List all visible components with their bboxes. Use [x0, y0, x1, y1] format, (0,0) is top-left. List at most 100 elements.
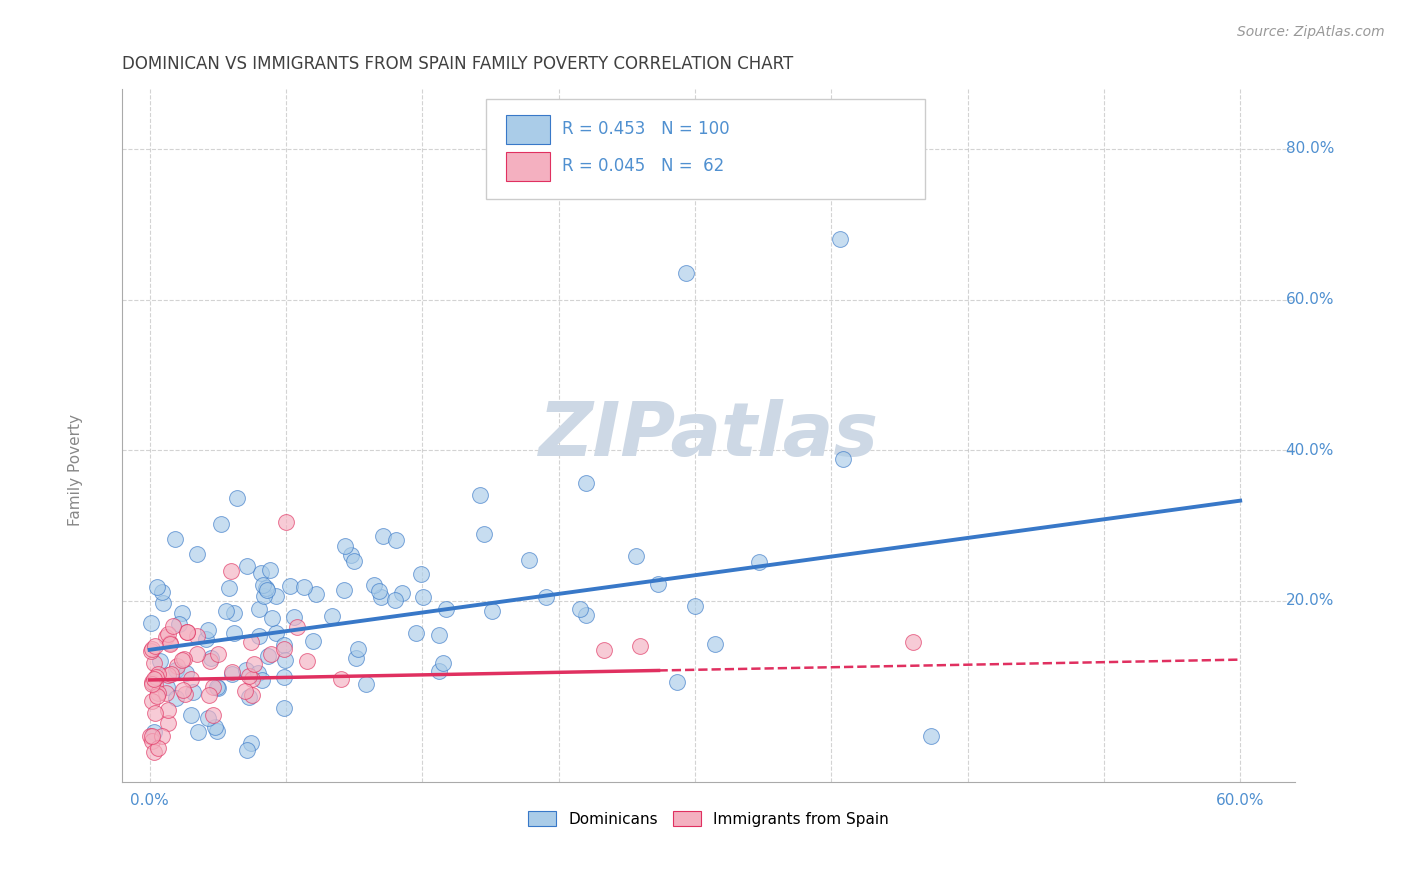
- Point: [373, 529, 395, 543]
- Point: [368, 584, 391, 599]
- Point: [246, 666, 269, 681]
- Point: [205, 723, 228, 738]
- Point: [174, 687, 197, 701]
- Point: [434, 602, 457, 616]
- Text: ZIPatlas: ZIPatlas: [538, 399, 879, 472]
- Point: [593, 643, 616, 657]
- Point: [146, 580, 169, 594]
- Point: [174, 665, 197, 680]
- Text: R = 0.045   N =  62: R = 0.045 N = 62: [562, 156, 724, 175]
- Point: [165, 663, 187, 677]
- Point: [143, 745, 166, 759]
- Point: [264, 589, 287, 603]
- Point: [262, 611, 284, 625]
- Point: [221, 665, 243, 679]
- Point: [186, 547, 208, 561]
- Point: [198, 654, 221, 668]
- Point: [146, 686, 169, 700]
- Point: [204, 720, 226, 734]
- Point: [150, 585, 173, 599]
- Point: [195, 632, 218, 646]
- Point: [239, 635, 262, 649]
- Point: [481, 604, 503, 618]
- Point: [256, 648, 278, 663]
- Point: [143, 639, 166, 653]
- Point: [172, 606, 194, 620]
- Point: [247, 629, 270, 643]
- Point: [165, 691, 187, 706]
- Point: [156, 668, 179, 682]
- Point: [675, 266, 697, 280]
- Point: [665, 675, 688, 690]
- Point: [273, 638, 295, 652]
- Point: [187, 725, 209, 739]
- Point: [186, 648, 208, 662]
- Point: [143, 677, 166, 691]
- Point: [321, 608, 343, 623]
- Point: [333, 582, 356, 597]
- Point: [278, 579, 301, 593]
- Point: [354, 677, 377, 691]
- Point: [575, 607, 598, 622]
- Point: [148, 654, 170, 668]
- Text: Source: ZipAtlas.com: Source: ZipAtlas.com: [1237, 25, 1385, 39]
- Point: [156, 680, 179, 694]
- Point: [628, 639, 651, 653]
- Point: [330, 673, 353, 687]
- Point: [384, 592, 406, 607]
- Point: [172, 683, 194, 698]
- Point: [238, 668, 260, 682]
- Point: [218, 581, 240, 595]
- Point: [574, 475, 596, 490]
- Point: [157, 716, 180, 731]
- Point: [197, 711, 219, 725]
- Point: [156, 703, 179, 717]
- Point: [832, 452, 855, 467]
- Point: [176, 625, 198, 640]
- Point: [202, 680, 225, 694]
- Point: [143, 725, 166, 739]
- Point: [181, 685, 204, 699]
- Point: [474, 527, 496, 541]
- Point: [391, 586, 413, 600]
- Point: [273, 652, 295, 666]
- Point: [287, 620, 309, 634]
- Point: [233, 684, 256, 698]
- Point: [235, 663, 257, 677]
- Point: [240, 673, 263, 687]
- Point: [146, 689, 169, 703]
- Point: [141, 675, 163, 690]
- Point: [624, 549, 647, 563]
- Point: [343, 553, 366, 567]
- Point: [239, 736, 262, 750]
- Point: [165, 533, 187, 547]
- Point: [141, 641, 163, 656]
- Point: [159, 636, 181, 650]
- Point: [259, 563, 281, 577]
- Point: [141, 694, 163, 708]
- Legend: Dominicans, Immigrants from Spain: Dominicans, Immigrants from Spain: [523, 805, 894, 833]
- Bar: [506, 115, 550, 144]
- Point: [536, 591, 558, 605]
- Point: [254, 581, 277, 595]
- Point: [748, 555, 770, 569]
- Point: [141, 677, 163, 691]
- Point: [704, 637, 727, 651]
- Point: [830, 232, 852, 246]
- Point: [152, 596, 174, 610]
- Point: [198, 688, 221, 702]
- Point: [207, 681, 229, 695]
- Point: [243, 657, 266, 672]
- Text: 20.0%: 20.0%: [1285, 593, 1334, 608]
- Point: [186, 629, 208, 643]
- Point: [384, 533, 406, 547]
- Point: [292, 580, 315, 594]
- Point: [347, 641, 370, 656]
- Point: [432, 656, 454, 670]
- Point: [405, 626, 427, 640]
- Point: [173, 652, 195, 666]
- Point: [146, 667, 169, 681]
- Point: [569, 602, 592, 616]
- Text: 80.0%: 80.0%: [1285, 141, 1334, 156]
- Point: [920, 730, 942, 744]
